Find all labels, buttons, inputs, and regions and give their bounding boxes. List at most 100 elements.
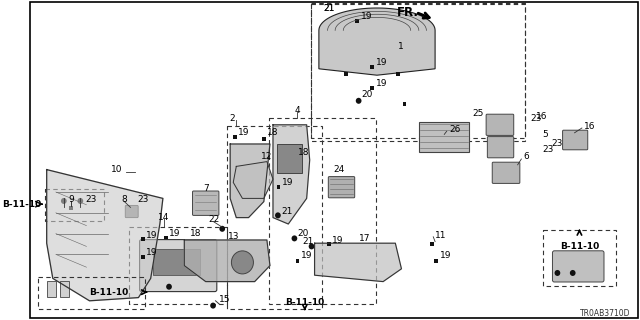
Text: 19: 19	[360, 12, 372, 20]
Text: 13: 13	[227, 232, 239, 241]
Text: 18: 18	[298, 148, 309, 157]
Bar	[403, 102, 406, 106]
Bar	[355, 19, 358, 23]
Text: 19: 19	[147, 248, 158, 257]
Circle shape	[356, 98, 362, 104]
Text: B-11-10: B-11-10	[90, 288, 129, 297]
FancyBboxPatch shape	[328, 177, 355, 198]
Circle shape	[570, 270, 575, 276]
Text: 19: 19	[376, 79, 387, 88]
Bar	[296, 259, 300, 263]
Text: 18: 18	[191, 229, 202, 238]
Circle shape	[292, 236, 297, 241]
Text: 20: 20	[362, 90, 373, 99]
Text: 2: 2	[229, 114, 235, 123]
Text: 12: 12	[261, 152, 273, 161]
Bar	[435, 259, 438, 263]
Text: 9: 9	[68, 195, 74, 204]
Bar	[164, 236, 168, 240]
Bar	[276, 185, 280, 188]
Bar	[69, 206, 73, 210]
Text: 10: 10	[111, 165, 123, 174]
Circle shape	[439, 134, 445, 140]
Text: 16: 16	[536, 112, 547, 121]
Text: 19: 19	[238, 128, 250, 137]
FancyBboxPatch shape	[486, 114, 514, 135]
Text: 25: 25	[472, 109, 484, 118]
Circle shape	[61, 198, 67, 204]
Text: B-11-10: B-11-10	[560, 242, 599, 251]
Text: 19: 19	[301, 252, 312, 260]
Circle shape	[166, 284, 172, 290]
Text: 19: 19	[147, 231, 158, 240]
Bar	[397, 72, 400, 76]
Text: 20: 20	[298, 229, 309, 238]
Bar	[233, 135, 237, 139]
Circle shape	[308, 244, 314, 249]
Text: 26: 26	[449, 125, 461, 134]
Text: 15: 15	[219, 295, 230, 304]
Polygon shape	[315, 243, 401, 282]
Circle shape	[232, 251, 253, 274]
Bar	[47, 281, 56, 297]
Bar	[543, 230, 616, 286]
Bar	[262, 137, 266, 140]
Polygon shape	[319, 8, 435, 75]
FancyBboxPatch shape	[552, 251, 604, 282]
Polygon shape	[184, 240, 270, 282]
Text: 18: 18	[267, 128, 278, 137]
Text: B-11-10: B-11-10	[3, 200, 42, 209]
Bar	[344, 72, 348, 76]
Text: 21: 21	[324, 4, 335, 13]
Bar	[311, 3, 525, 138]
Bar	[430, 242, 434, 246]
Text: 21: 21	[303, 237, 314, 246]
Text: 22: 22	[208, 215, 220, 224]
Text: 5: 5	[542, 130, 548, 139]
Circle shape	[275, 212, 281, 218]
Polygon shape	[47, 170, 163, 301]
Text: 23: 23	[542, 145, 554, 154]
Bar	[45, 189, 104, 221]
Text: 19: 19	[376, 58, 387, 67]
Text: 16: 16	[584, 122, 595, 131]
Text: FR.: FR.	[397, 6, 419, 19]
FancyBboxPatch shape	[563, 130, 588, 150]
FancyBboxPatch shape	[140, 240, 217, 292]
Text: 11: 11	[435, 231, 447, 240]
Text: TR0AB3710D: TR0AB3710D	[580, 309, 631, 318]
Text: 23: 23	[530, 114, 541, 123]
FancyBboxPatch shape	[487, 137, 514, 158]
Text: 1: 1	[398, 42, 404, 51]
Text: 4: 4	[294, 106, 300, 115]
Text: 23: 23	[86, 195, 97, 204]
Text: 21: 21	[324, 4, 335, 13]
Bar	[370, 86, 374, 90]
Text: 24: 24	[333, 165, 345, 174]
Text: 19: 19	[169, 229, 180, 238]
Circle shape	[77, 198, 83, 204]
Bar	[152, 249, 200, 275]
Bar	[129, 227, 227, 304]
Bar	[141, 255, 145, 259]
Polygon shape	[273, 125, 310, 224]
Text: B-11-10: B-11-10	[285, 298, 324, 307]
Text: 6: 6	[524, 152, 529, 161]
Bar	[141, 237, 145, 241]
FancyBboxPatch shape	[193, 191, 219, 215]
Text: 14: 14	[159, 213, 170, 222]
Text: 7: 7	[203, 184, 209, 193]
Circle shape	[220, 226, 225, 232]
FancyBboxPatch shape	[492, 162, 520, 183]
Text: 17: 17	[358, 234, 370, 243]
Bar	[227, 126, 322, 309]
Bar	[269, 118, 376, 304]
Bar	[327, 242, 331, 246]
Bar	[370, 65, 374, 69]
Bar	[311, 4, 525, 141]
Bar	[38, 277, 145, 309]
FancyBboxPatch shape	[125, 205, 138, 218]
Text: 19: 19	[282, 178, 294, 187]
Text: 19: 19	[440, 252, 451, 260]
Polygon shape	[233, 162, 273, 198]
